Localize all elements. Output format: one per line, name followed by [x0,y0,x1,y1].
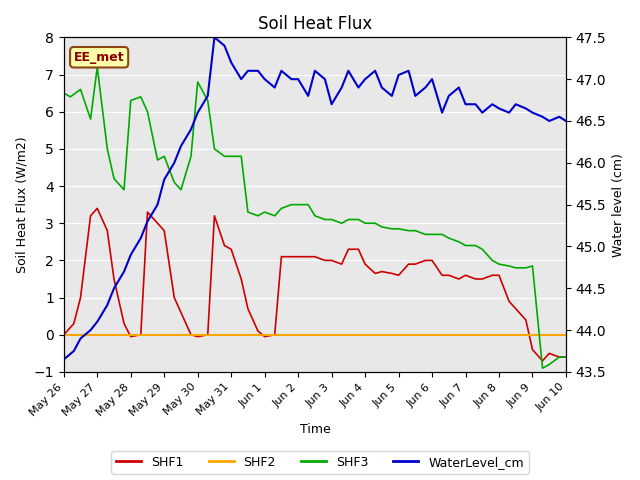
Line: SHF3: SHF3 [64,67,566,368]
SHF3 [539,365,547,371]
SHF3 [93,64,101,70]
SHF1 [371,271,379,276]
SHF3 [371,220,379,226]
Line: SHF1: SHF1 [64,208,566,361]
SHF3 [187,154,195,159]
WaterLevel_cm [505,110,513,116]
WaterLevel_cm [562,118,570,124]
Legend: SHF1, SHF2, SHF3, WaterLevel_cm: SHF1, SHF2, SHF3, WaterLevel_cm [111,451,529,474]
SHF3 [60,90,68,96]
Line: WaterLevel_cm: WaterLevel_cm [64,37,566,360]
WaterLevel_cm [211,35,218,40]
SHF3 [338,220,346,226]
SHF1 [187,332,195,337]
SHF3 [562,354,570,360]
WaterLevel_cm [60,357,68,362]
SHF1 [60,332,68,337]
Title: Soil Heat Flux: Soil Heat Flux [258,15,372,33]
WaterLevel_cm [177,143,185,149]
SHF1 [539,358,547,364]
SHF1 [505,299,513,304]
WaterLevel_cm [371,68,379,73]
SHF1 [244,306,252,312]
WaterLevel_cm [244,68,252,73]
SHF3 [505,263,513,269]
SHF3 [244,209,252,215]
Text: EE_met: EE_met [74,51,124,64]
Y-axis label: Water level (cm): Water level (cm) [612,153,625,257]
SHF1 [93,205,101,211]
WaterLevel_cm [338,84,346,90]
SHF1 [338,261,346,267]
X-axis label: Time: Time [300,423,330,436]
SHF3 [170,180,178,185]
WaterLevel_cm [161,177,168,182]
SHF1 [562,354,570,360]
Y-axis label: Soil Heat Flux (W/m2): Soil Heat Flux (W/m2) [15,136,28,273]
SHF1 [170,295,178,300]
